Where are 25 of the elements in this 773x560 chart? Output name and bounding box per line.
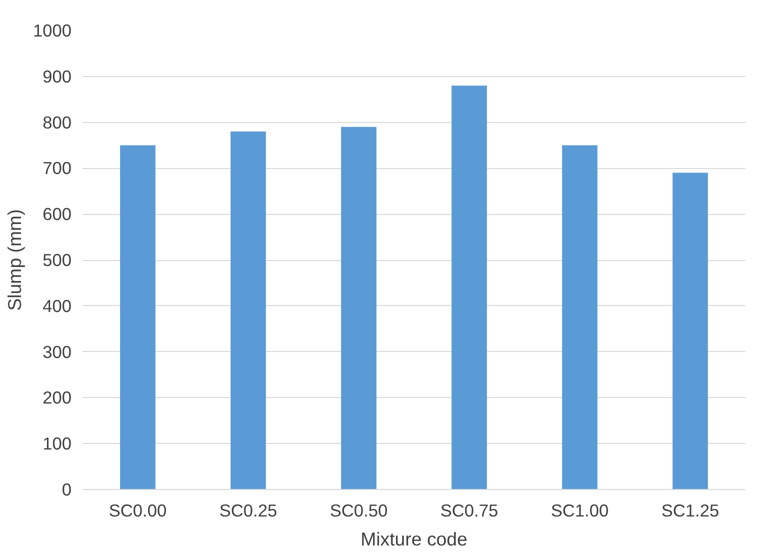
bar [452,86,487,490]
y-tick-label: 100 [42,434,72,454]
x-tick-label: SC0.00 [108,500,167,520]
y-tick-label: 400 [42,296,72,316]
x-axis-title: Mixture code [360,528,468,550]
y-tick-label: 800 [42,112,72,132]
y-axis-title: Slump (mm) [4,209,25,311]
y-tick-label: 900 [42,66,72,86]
y-tick-label: 200 [42,388,72,408]
x-tick-label: SC0.75 [440,500,498,520]
bar [230,131,266,490]
y-tick-label: 1000 [32,20,72,40]
bar [120,145,156,490]
bar [341,126,376,490]
bar [672,172,708,490]
x-tick-label: SC0.25 [219,500,278,520]
y-tick-label: 700 [42,158,72,178]
x-tick-label: SC1.00 [550,500,609,520]
y-tick-label: 300 [42,342,72,362]
x-tick-label: SC0.50 [330,500,388,520]
y-tick-label: 500 [42,250,72,270]
y-tick-label: 600 [42,204,72,224]
x-tick-label: SC1.25 [661,500,720,520]
bar [562,145,598,490]
y-tick-label: 0 [62,480,72,500]
